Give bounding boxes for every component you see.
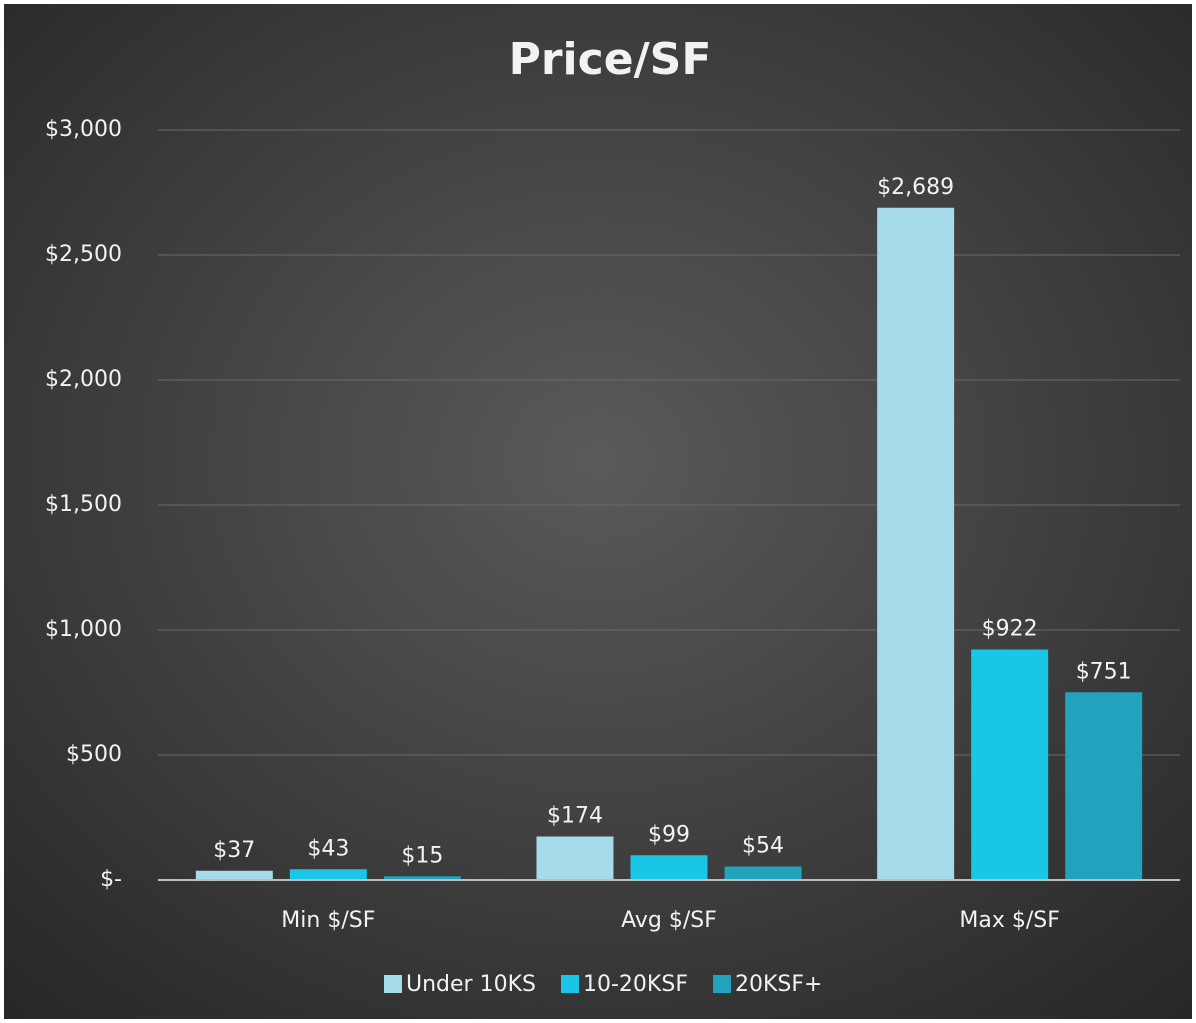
data-label: $174 bbox=[547, 804, 603, 829]
legend-label: 10-20KSF bbox=[583, 972, 688, 997]
chart-title: Price/SF bbox=[509, 34, 712, 85]
bar bbox=[1065, 692, 1143, 880]
y-tick-label: $3,000 bbox=[45, 117, 122, 142]
x-tick-label: Min $/SF bbox=[281, 908, 375, 933]
y-tick-label: $1,500 bbox=[45, 492, 122, 517]
bar bbox=[383, 876, 461, 880]
legend-swatch bbox=[561, 975, 579, 993]
data-label: $37 bbox=[213, 838, 255, 863]
data-label: $15 bbox=[401, 843, 443, 868]
bar bbox=[289, 869, 367, 880]
data-label: $2,689 bbox=[877, 175, 954, 200]
y-tick-label: $2,500 bbox=[45, 242, 122, 267]
x-tick-label: Avg $/SF bbox=[621, 908, 717, 933]
legend-label: 20KSF+ bbox=[735, 972, 822, 997]
data-label: $922 bbox=[982, 617, 1038, 642]
bar bbox=[195, 870, 273, 880]
bar bbox=[630, 855, 708, 880]
bar bbox=[971, 649, 1049, 880]
y-tick-label: $500 bbox=[66, 742, 122, 767]
legend-swatch bbox=[713, 975, 731, 993]
data-label: $54 bbox=[742, 834, 784, 859]
y-tick-label: $2,000 bbox=[45, 367, 122, 392]
y-tick-label: $- bbox=[100, 867, 122, 892]
data-label: $99 bbox=[648, 822, 690, 847]
legend-swatch bbox=[384, 975, 402, 993]
bar bbox=[877, 207, 955, 880]
bar bbox=[536, 836, 614, 880]
bar bbox=[724, 866, 802, 880]
legend-label: Under 10KS bbox=[406, 972, 536, 997]
y-tick-label: $1,000 bbox=[45, 617, 122, 642]
x-tick-label: Max $/SF bbox=[959, 908, 1060, 933]
data-label: $751 bbox=[1076, 659, 1132, 684]
data-label: $43 bbox=[307, 836, 349, 861]
